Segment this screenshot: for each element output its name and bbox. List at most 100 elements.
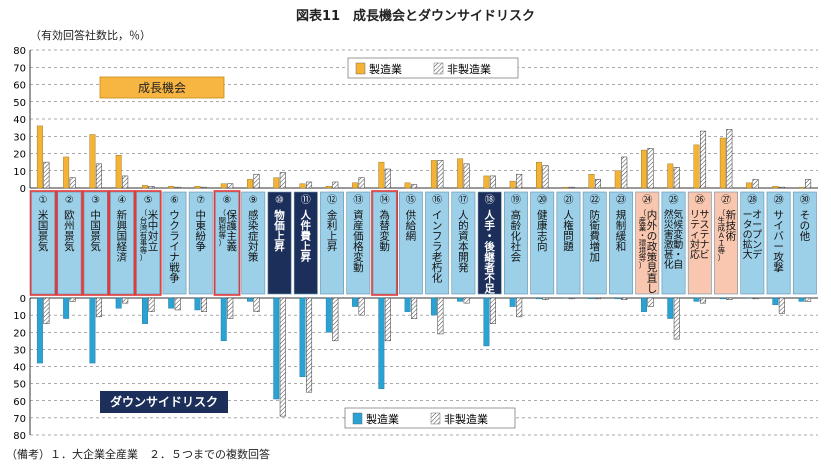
category-box (31, 191, 56, 295)
bar-opportunity-manufacturing (430, 160, 437, 189)
category-highlight-frame (82, 190, 110, 296)
category-label: インフラ老朽化 (432, 210, 443, 285)
bar-opportunity-manufacturing (352, 182, 359, 189)
category-note: （産業・環境等） (639, 209, 647, 271)
tick-label-lower: 10 (13, 311, 26, 322)
category-number: ㉓ (616, 194, 626, 206)
category-number: ⑤ (144, 195, 153, 206)
bar-risk-manufacturing (325, 297, 332, 333)
bar-opportunity-manufacturing (457, 158, 464, 189)
tick-label-lower: 50 (13, 380, 26, 391)
bar-opportunity-manufacturing (378, 161, 385, 189)
category-number: ⑨ (249, 195, 258, 206)
bar-opportunity-manufacturing (115, 155, 122, 189)
bar-opportunity-nonmanufacturing (516, 173, 523, 189)
legend-label-manufacturing: 製造業 (366, 412, 399, 426)
bar-opportunity-nonmanufacturing (673, 167, 680, 189)
tick-label-upper: 20 (13, 150, 26, 161)
bar-risk-nonmanufacturing (647, 297, 654, 307)
category-label: サイバー攻撃 (773, 210, 784, 275)
bar-opportunity-manufacturing (168, 186, 175, 189)
bar-opportunity-nonmanufacturing (358, 177, 365, 189)
bar-risk-manufacturing (168, 297, 175, 309)
bar-opportunity-manufacturing (299, 183, 306, 189)
bar-opportunity-manufacturing (89, 134, 96, 189)
bar-risk-manufacturing (798, 297, 805, 302)
category-number: ⑩ (275, 195, 284, 206)
category-box (635, 191, 660, 295)
category-label: 物価上昇 (273, 209, 285, 254)
bar-risk-manufacturing (378, 297, 385, 389)
bar-risk-manufacturing (141, 297, 148, 324)
category-number: ③ (91, 195, 100, 206)
category-box (188, 191, 213, 295)
bar-opportunity-manufacturing (667, 163, 674, 189)
category-label: 高齢化社会 (511, 209, 522, 264)
bar-risk-manufacturing (641, 297, 647, 312)
bar-opportunity-nonmanufacturing (148, 186, 155, 189)
bar-opportunity-nonmanufacturing (437, 160, 444, 189)
bar-risk-manufacturing (220, 297, 227, 342)
category-number: ㉖ (695, 194, 705, 206)
bar-opportunity-manufacturing (194, 186, 201, 189)
bar-opportunity-nonmanufacturing (778, 186, 785, 189)
category-box (320, 191, 344, 295)
bar-opportunity-manufacturing (536, 161, 542, 189)
legend-swatch-manufacturing (355, 62, 366, 75)
category-label: 資産価格変動 (353, 210, 364, 275)
category-label: 然災害激甚化 (664, 208, 674, 271)
panel-label-box-opportunity (99, 76, 225, 99)
bar-opportunity-manufacturing (483, 175, 490, 189)
category-label: 健康志向 (537, 210, 548, 254)
category-label: 防衛費増加 (589, 209, 600, 264)
category-box (530, 191, 555, 295)
bar-opportunity-nonmanufacturing (805, 179, 812, 189)
bar-risk-nonmanufacturing (43, 297, 50, 324)
footnote: （備考）１．大企業全産業 ２．５つまでの複数回答 (6, 448, 270, 461)
category-number: ⑭ (380, 194, 390, 206)
bar-opportunity-manufacturing (641, 149, 647, 189)
category-label: その他 (800, 210, 811, 243)
category-number: ㉗ (721, 194, 731, 206)
bar-risk-nonmanufacturing (673, 297, 680, 340)
category-label: 米国景気 (38, 209, 49, 254)
category-label: 中国景気 (90, 209, 101, 254)
category-box (57, 191, 82, 295)
category-highlight-frame (108, 190, 136, 296)
category-number: ⑰ (458, 194, 468, 206)
bar-opportunity-nonmanufacturing (752, 179, 759, 189)
bar-risk-nonmanufacturing (621, 297, 628, 300)
panel-label-box-risk (100, 391, 228, 413)
category-box (110, 191, 134, 295)
category-label: 金利上昇 (327, 209, 338, 254)
category-box (582, 191, 607, 295)
bar-opportunity-manufacturing (247, 179, 253, 189)
bar-opportunity-nonmanufacturing (95, 163, 102, 189)
category-number: ㉔ (642, 194, 652, 206)
tick-label-lower: 70 (13, 414, 26, 425)
bar-risk-nonmanufacturing (489, 297, 496, 324)
legend-risk (344, 407, 516, 429)
bar-opportunity-nonmanufacturing (542, 165, 549, 189)
category-label: 為替変動 (379, 209, 390, 254)
bar-risk-nonmanufacturing (306, 297, 313, 393)
category-box (687, 191, 712, 295)
bar-risk-nonmanufacturing (516, 297, 523, 318)
bar-opportunity-nonmanufacturing (69, 177, 76, 189)
bar-opportunity-nonmanufacturing (332, 181, 339, 189)
bar-risk-nonmanufacturing (726, 297, 733, 300)
bar-risk-manufacturing (299, 297, 306, 377)
category-highlight-frame (55, 190, 83, 296)
bar-risk-manufacturing (36, 297, 43, 364)
bar-risk-nonmanufacturing (778, 297, 785, 314)
category-box (766, 191, 791, 295)
unit-label: （有効回答社数比，％） (30, 29, 151, 42)
category-box (609, 191, 633, 295)
category-label: 中東紛争 (195, 209, 206, 254)
bar-opportunity-nonmanufacturing (43, 161, 50, 189)
bar-opportunity-manufacturing (509, 180, 516, 189)
bar-risk-manufacturing (457, 297, 464, 302)
bar-risk-manufacturing (273, 297, 280, 400)
bar-opportunity-manufacturing (273, 177, 280, 189)
category-label: サステナビ (700, 209, 710, 261)
